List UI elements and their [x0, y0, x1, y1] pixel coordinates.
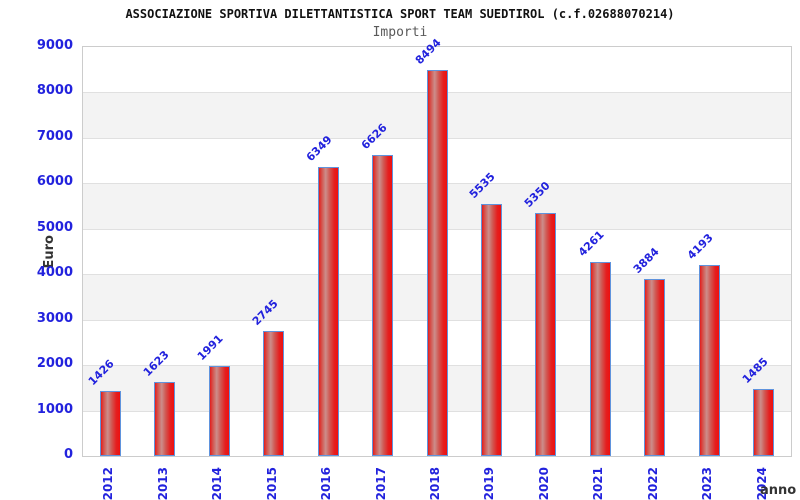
x-tick-label: 2015 — [265, 467, 279, 500]
chart-subtitle: Importi — [372, 25, 428, 40]
x-tick-label: 2018 — [428, 467, 442, 500]
x-tick-label: 2012 — [101, 467, 115, 500]
y-tick-label: 5000 — [36, 219, 73, 235]
bar — [263, 331, 284, 456]
bar — [427, 69, 448, 456]
bar — [154, 382, 175, 456]
x-tick-label: 2016 — [319, 467, 333, 500]
bar — [590, 262, 611, 456]
bar — [100, 391, 121, 456]
y-tick-label: 1000 — [36, 401, 73, 417]
bar — [699, 265, 720, 456]
y-tick-label: 9000 — [36, 38, 73, 53]
y-tick-label: 4000 — [36, 265, 73, 281]
x-tick-label: 2019 — [482, 467, 496, 500]
bar — [318, 167, 339, 456]
x-tick-label: 2017 — [374, 467, 388, 500]
y-axis-title: Euro — [42, 235, 57, 269]
plot-area — [82, 46, 792, 457]
x-tick-label: 2022 — [646, 467, 660, 500]
x-tick-label: 2014 — [210, 467, 224, 500]
bar — [372, 154, 393, 456]
x-axis-title: anno — [760, 483, 797, 498]
x-tick-label: 2021 — [591, 467, 605, 500]
x-tick-label: 2020 — [537, 467, 551, 500]
y-tick-label: 7000 — [36, 128, 73, 144]
bar — [753, 388, 774, 456]
y-tick-label: 3000 — [36, 310, 73, 326]
x-tick-label: 2013 — [156, 467, 170, 500]
chart-title: ASSOCIAZIONE SPORTIVA DILETTANTISTICA SP… — [125, 7, 675, 21]
y-tick-label: 0 — [63, 447, 73, 462]
bar — [644, 279, 665, 456]
bar — [535, 212, 556, 456]
bar — [481, 204, 502, 456]
y-tick-label: 6000 — [36, 174, 73, 190]
bar — [209, 365, 230, 456]
y-tick-label: 8000 — [36, 83, 73, 99]
y-tick-label: 2000 — [36, 356, 73, 372]
x-tick-label: 2023 — [700, 467, 714, 500]
